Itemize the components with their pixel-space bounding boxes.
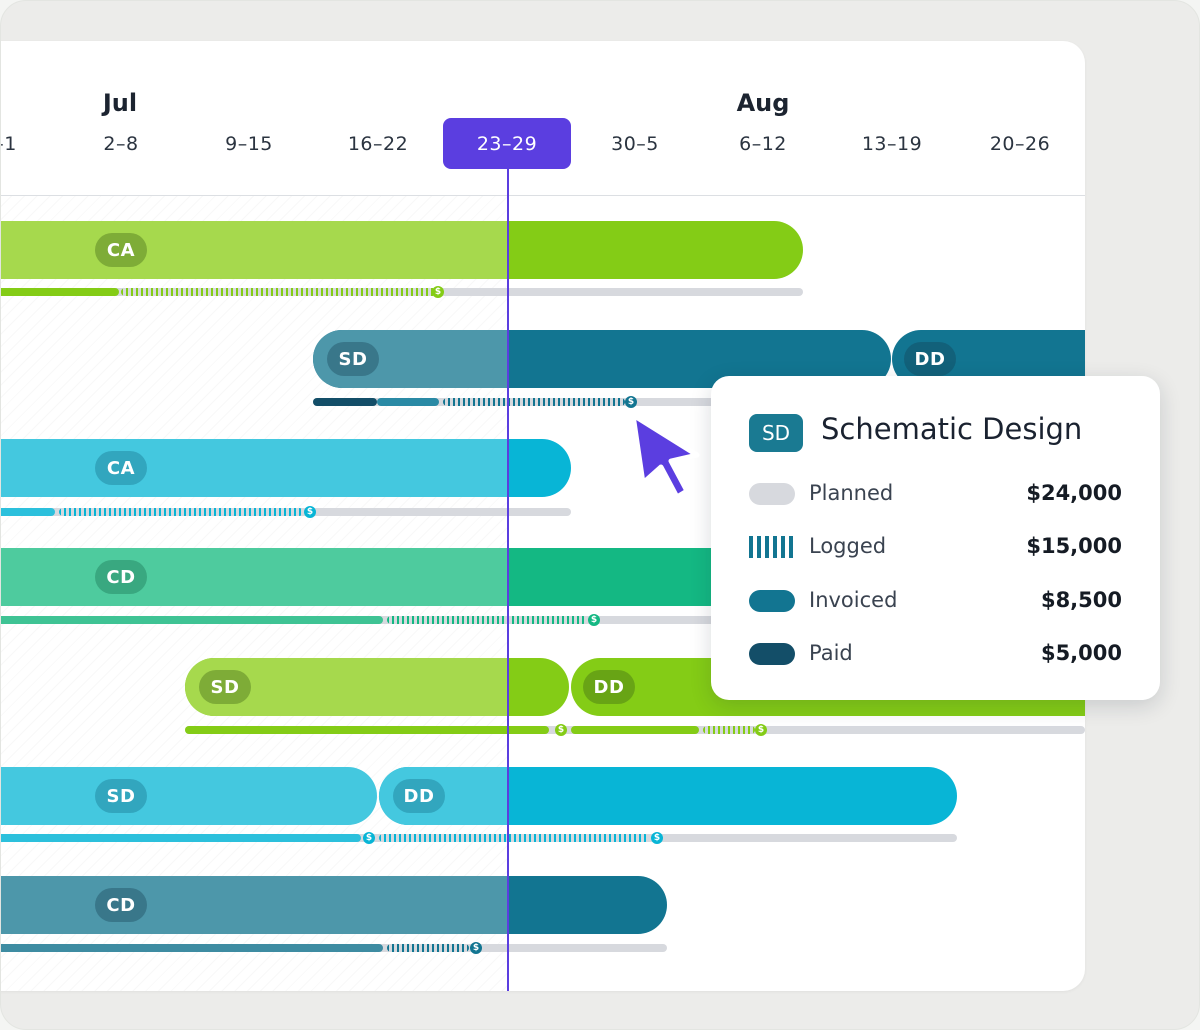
phase-bar-dd[interactable]: DD — [379, 767, 957, 825]
tooltip-label: Paid — [809, 641, 853, 665]
dollar-icon: $ — [470, 942, 482, 954]
phase-chip-cd: CD — [95, 560, 147, 594]
invoiced-progress — [1, 616, 383, 624]
dollar-icon: $ — [755, 724, 767, 736]
phase-bar-ca[interactable]: CA — [1, 439, 571, 497]
invoiced-progress — [1, 288, 119, 296]
phase-tooltip: SD Schematic Design Planned $24,000 Logg… — [711, 376, 1160, 700]
tooltip-value: $24,000 — [1026, 481, 1122, 505]
phase-bar-past — [1, 548, 507, 606]
dollar-icon: $ — [625, 396, 637, 408]
phase-bar-ca[interactable]: CA — [1, 221, 803, 279]
phase-bar-past — [1, 439, 507, 497]
logged-progress — [387, 616, 587, 624]
phase-chip-dd: DD — [904, 342, 956, 376]
logged-swatch — [749, 536, 795, 558]
tooltip-value: $8,500 — [1040, 588, 1122, 612]
dollar-icon: $ — [555, 724, 567, 736]
pointer-arrow-icon — [630, 412, 700, 500]
week-label[interactable]: 9–15 — [225, 133, 273, 155]
timeline-panel: Jul Aug 25–1 2–8 9–15 16–22 23–29 30–5 6… — [1, 41, 1085, 991]
invoiced-progress — [1, 508, 55, 516]
logged-progress — [59, 508, 303, 516]
phase-chip-cd: CD — [95, 888, 147, 922]
phase-chip-dd: DD — [583, 670, 635, 704]
week-label[interactable]: 6–12 — [739, 133, 787, 155]
week-label[interactable]: 20–26 — [989, 133, 1051, 155]
tooltip-row-paid: Paid $5,000 — [749, 639, 1122, 669]
logged-progress — [387, 944, 469, 952]
week-label[interactable]: 2–8 — [103, 133, 139, 155]
phase-bar-past — [1, 221, 507, 279]
tooltip-value: $15,000 — [1026, 534, 1122, 558]
tooltip-label: Invoiced — [809, 588, 898, 612]
planned-progress-track — [313, 398, 1085, 406]
tooltip-row-logged: Logged $15,000 — [749, 532, 1122, 562]
phase-chip-sd: SD — [327, 342, 379, 376]
phase-bar-past — [1, 876, 507, 934]
phase-chip-sd: SD — [95, 779, 147, 813]
phase-chip-dd: DD — [393, 779, 445, 813]
phase-bar-sd[interactable]: SD — [1, 767, 377, 825]
logged-progress — [443, 398, 625, 406]
tooltip-phase-chip: SD — [749, 414, 803, 452]
invoiced-progress — [571, 726, 699, 734]
tooltip-value: $5,000 — [1040, 641, 1122, 665]
logged-progress — [121, 288, 437, 296]
month-label-aug: Aug — [736, 89, 790, 117]
phase-bar-past — [185, 658, 507, 716]
dollar-icon: $ — [304, 506, 316, 518]
header-divider — [1, 195, 1085, 196]
tooltip-label: Planned — [809, 481, 894, 505]
phase-chip-ca: CA — [95, 451, 147, 485]
tooltip-title: Schematic Design — [821, 412, 1083, 446]
dollar-icon: $ — [651, 832, 663, 844]
week-label[interactable]: 13–19 — [861, 133, 923, 155]
invoiced-swatch — [749, 590, 795, 612]
invoiced-progress — [1, 834, 361, 842]
paid-progress — [313, 398, 377, 406]
tooltip-row-invoiced: Invoiced $8,500 — [749, 586, 1122, 616]
invoiced-progress — [1, 944, 383, 952]
current-week-marker-line — [507, 169, 509, 991]
phase-bar-cd[interactable]: CD — [1, 876, 667, 934]
week-label[interactable]: 25–1 — [1, 133, 17, 155]
phase-bar-past — [379, 767, 507, 825]
phase-chip-sd: SD — [199, 670, 251, 704]
week-label[interactable]: 30–5 — [611, 133, 659, 155]
month-label-jul: Jul — [102, 89, 138, 117]
logged-progress — [379, 834, 649, 842]
planned-swatch — [749, 483, 795, 505]
dollar-icon: $ — [363, 832, 375, 844]
paid-swatch — [749, 643, 795, 665]
phase-bar-past — [313, 330, 507, 388]
tooltip-row-planned: Planned $24,000 — [749, 479, 1122, 509]
tooltip-label: Logged — [809, 534, 887, 558]
week-label[interactable]: 16–22 — [347, 133, 409, 155]
current-week-label[interactable]: 23–29 — [443, 118, 571, 169]
dollar-icon: $ — [432, 286, 444, 298]
invoiced-progress — [377, 398, 439, 406]
logged-progress — [703, 726, 755, 734]
phase-chip-ca: CA — [95, 233, 147, 267]
phase-bar-sd[interactable]: SD — [185, 658, 569, 716]
dollar-icon: $ — [588, 614, 600, 626]
invoiced-progress — [185, 726, 549, 734]
